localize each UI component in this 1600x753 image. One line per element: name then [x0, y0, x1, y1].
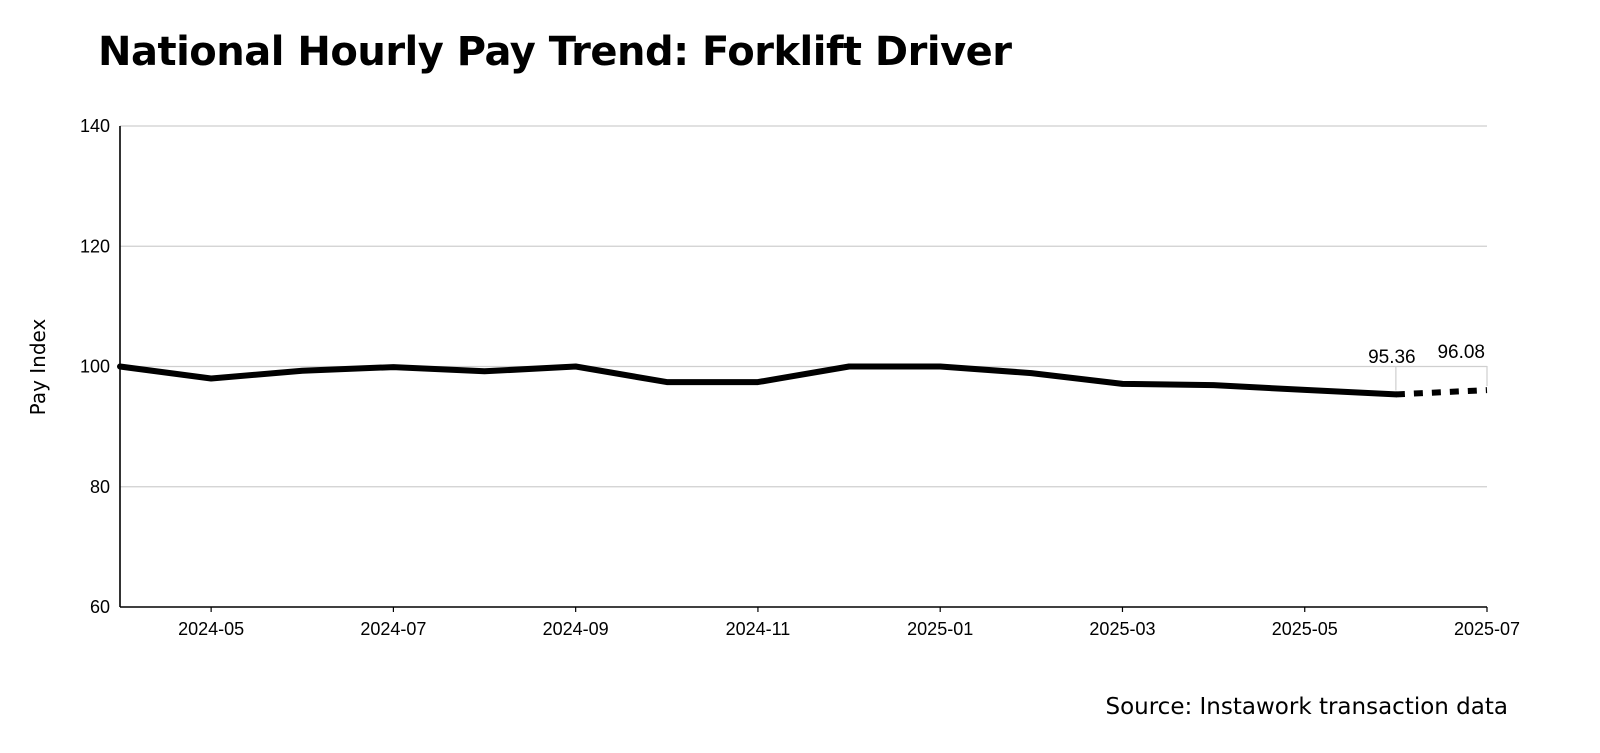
x-tick-label: 2024-09 [543, 619, 609, 639]
y-axis-title: Pay Index [26, 319, 50, 416]
y-tick-label: 60 [90, 597, 110, 617]
y-tick-label: 80 [90, 477, 110, 497]
x-tick-label: 2024-05 [178, 619, 244, 639]
pay-index-line [117, 363, 1399, 398]
gridlines [120, 125, 1487, 488]
y-tick-label: 100 [80, 357, 110, 377]
series-lines [117, 363, 1488, 398]
source-note: Source: Instawork transaction data [1105, 694, 1508, 720]
y-tick-label: 140 [80, 116, 110, 136]
x-tick-label: 2025-07 [1454, 619, 1520, 639]
x-tick-label: 2025-05 [1272, 619, 1338, 639]
chart-title: National Hourly Pay Trend: Forklift Driv… [98, 29, 1012, 75]
data-labels: 95.36 96.08 [1368, 342, 1488, 391]
data-label-95.36: 95.36 [1368, 347, 1416, 368]
data-label-96.08: 96.08 [1437, 342, 1485, 363]
x-tick-label: 2024-07 [360, 619, 426, 639]
x-tick-label: 2025-03 [1089, 619, 1155, 639]
x-tick-label: 2025-01 [907, 619, 973, 639]
x-tick-label: 2024-11 [726, 619, 791, 639]
y-tick-label: 120 [80, 236, 110, 256]
axes: 60 80 100 120 140 2024-05 2024-07 2024-09 2024-1… [80, 116, 1520, 639]
forecast-dotted-line [1395, 387, 1488, 398]
